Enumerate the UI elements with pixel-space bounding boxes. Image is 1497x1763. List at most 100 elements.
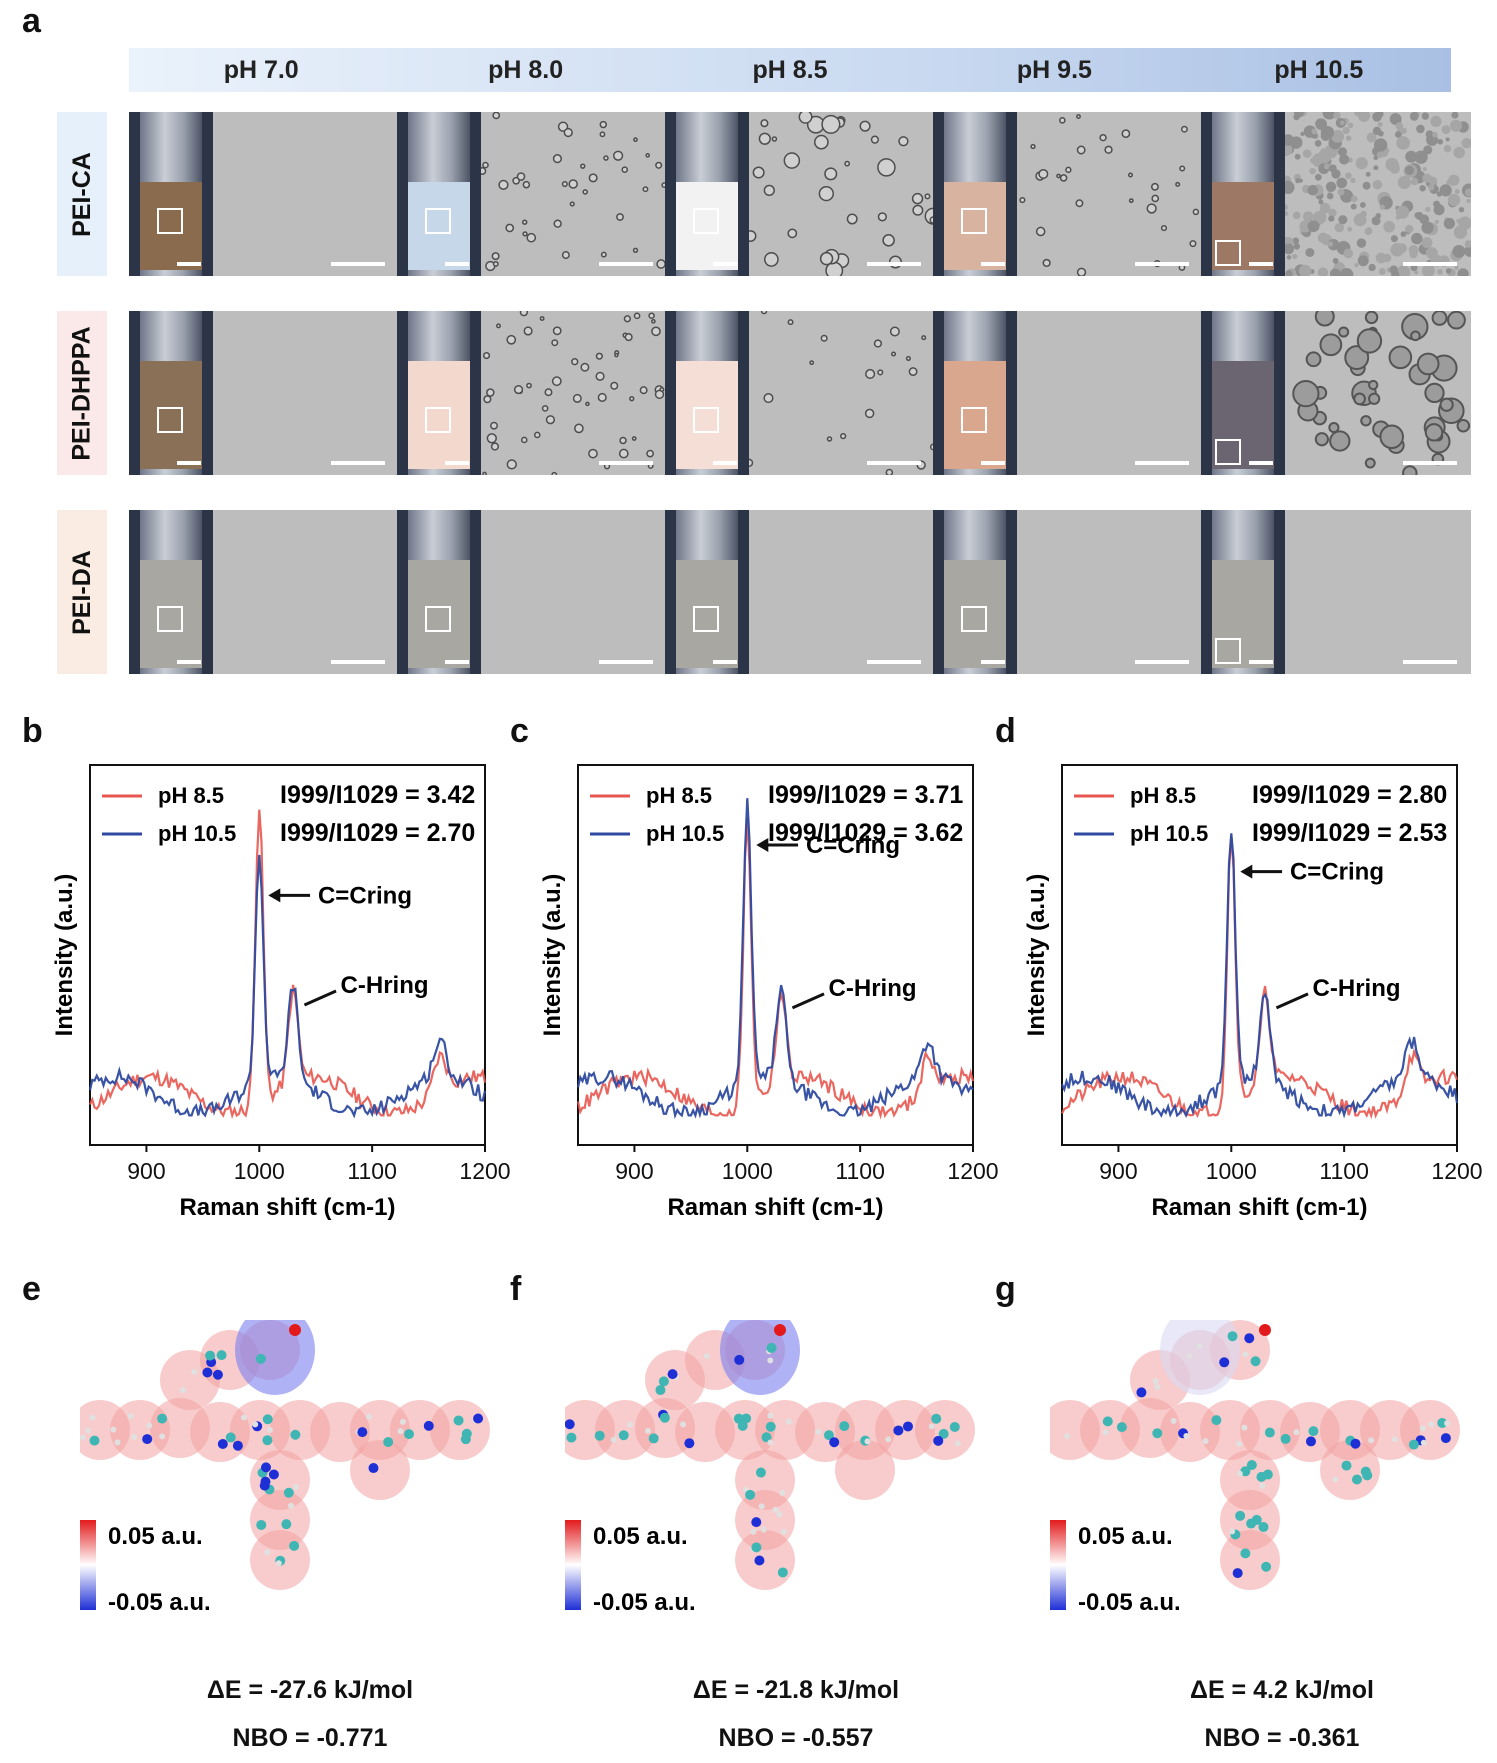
x-tick-label: 900 — [615, 1158, 653, 1184]
atom — [1256, 1471, 1267, 1482]
aggregate — [1416, 124, 1425, 134]
atom — [1368, 1437, 1375, 1444]
atom — [1154, 1383, 1161, 1390]
droplet — [505, 223, 515, 233]
aggregate — [1364, 228, 1372, 236]
ph-label: pH 10.5 — [1274, 56, 1364, 84]
atom — [1152, 1378, 1159, 1385]
aggregate — [1314, 173, 1322, 181]
vial-liquid — [140, 182, 202, 270]
droplet — [1192, 208, 1200, 216]
aggregate — [1396, 265, 1411, 276]
droplet — [496, 323, 501, 329]
droplet — [522, 180, 531, 189]
series-line — [576, 798, 974, 1120]
x-tick-label: 1000 — [234, 1158, 285, 1184]
panel-letter-d: d — [995, 712, 1016, 750]
atom — [618, 1430, 629, 1441]
aggregate — [1464, 188, 1471, 197]
droplet — [758, 132, 771, 145]
aggregate — [1456, 219, 1461, 224]
atom — [658, 1376, 669, 1387]
droplet — [821, 114, 841, 134]
aggregate — [1340, 267, 1354, 276]
atom — [815, 1428, 822, 1435]
micrograph — [749, 112, 935, 276]
ph-label: pH 8.5 — [752, 56, 828, 84]
vial-photo — [1201, 112, 1285, 276]
scale-bar — [331, 660, 385, 664]
droplet — [613, 150, 624, 161]
droplet — [844, 160, 851, 167]
droplet — [1179, 165, 1186, 172]
atom — [741, 1413, 752, 1424]
atom — [205, 1350, 216, 1361]
aggregate — [1355, 157, 1368, 170]
aggregate — [1337, 147, 1348, 157]
droplet — [1353, 392, 1366, 406]
atom — [1170, 1417, 1177, 1424]
droplet — [506, 459, 517, 470]
zoom-region-marker — [425, 606, 451, 632]
atom — [114, 1439, 121, 1446]
esp-scale-max: 0.05 a.u. — [1078, 1523, 1173, 1550]
atom — [1440, 1433, 1451, 1444]
aggregate — [1334, 222, 1345, 233]
scale-bar — [331, 461, 385, 465]
aggregate — [1342, 126, 1350, 135]
aggregate — [1424, 265, 1435, 276]
droplet — [506, 334, 517, 345]
aggregate — [1394, 131, 1402, 138]
droplet — [813, 134, 829, 150]
x-tick-label: 1000 — [1206, 1158, 1257, 1184]
aggregate — [1337, 188, 1345, 196]
droplet — [760, 311, 768, 315]
micrograph — [1285, 311, 1471, 475]
droplet — [787, 319, 794, 326]
atom — [146, 1422, 153, 1429]
droplet — [1379, 424, 1404, 450]
droplet — [1038, 168, 1049, 179]
aggregate — [1285, 204, 1288, 211]
atom — [423, 1420, 434, 1431]
vial-liquid — [408, 361, 470, 469]
droplet — [924, 193, 931, 200]
atom — [610, 1436, 617, 1443]
aggregate — [1445, 268, 1452, 274]
droplet — [568, 179, 578, 189]
droplet — [809, 360, 815, 366]
scale-bar — [713, 262, 737, 266]
droplet — [632, 247, 639, 253]
aggregate — [1314, 139, 1322, 147]
atom — [268, 1469, 279, 1480]
atom — [928, 1423, 935, 1430]
aggregate — [1389, 265, 1398, 274]
aggregate — [1421, 237, 1433, 249]
scale-bar — [1249, 461, 1273, 465]
scale-bar — [1403, 461, 1457, 465]
atom — [275, 1560, 282, 1567]
droplet — [599, 131, 606, 138]
atom — [1236, 1470, 1243, 1477]
x-tick-label: 900 — [1099, 1158, 1137, 1184]
atom — [283, 1487, 294, 1498]
aggregate — [1320, 125, 1335, 140]
atom — [1280, 1433, 1291, 1444]
atom — [110, 1426, 117, 1433]
atom — [655, 1385, 666, 1396]
atom — [645, 1427, 652, 1434]
droplet — [552, 154, 563, 164]
aggregate — [1397, 175, 1411, 190]
atom — [404, 1429, 415, 1440]
droplet — [522, 231, 528, 237]
aggregate — [1292, 237, 1300, 245]
panel-letter-c: c — [510, 712, 529, 750]
sample-tile — [1201, 510, 1471, 674]
atom — [938, 1428, 949, 1439]
esp-scale-bar — [1050, 1520, 1066, 1610]
atom — [1183, 1432, 1190, 1439]
droplet — [1314, 432, 1329, 447]
micrograph — [213, 311, 399, 475]
aggregate — [1421, 221, 1434, 234]
atom — [1350, 1438, 1361, 1449]
